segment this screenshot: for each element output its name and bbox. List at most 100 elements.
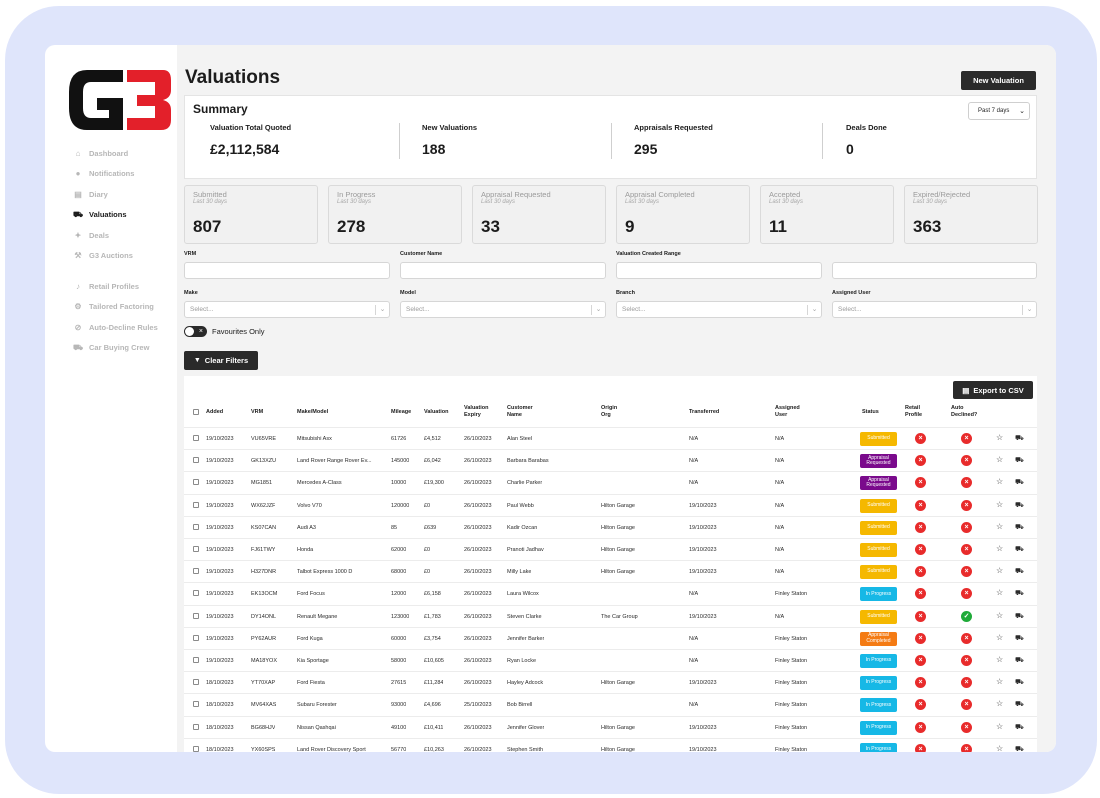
column-header-added[interactable]: Added <box>206 409 224 415</box>
make-select[interactable]: Select... ⌄ <box>184 301 390 318</box>
favourite-star-icon[interactable]: ☆ <box>996 499 1004 509</box>
column-header-valuation[interactable]: Valuation <box>424 409 449 415</box>
new-valuation-button[interactable]: New Valuation <box>961 71 1036 90</box>
car-icon[interactable]: ⛟ <box>1015 457 1024 465</box>
car-icon[interactable]: ⛟ <box>1015 501 1024 509</box>
table-row[interactable]: 19/10/2023 GK13XZU Land Rover Range Rover … <box>184 449 1037 471</box>
stat-card-appraisal-completed[interactable]: Appraisal Completed Last 30 days 9 <box>616 185 750 244</box>
table-row[interactable]: 19/10/2023 PY62AUR Ford Kuga 60000 £3,754 26/… <box>184 626 1037 649</box>
table-row[interactable]: 18/10/2023 MV64XAS Subaru Forester 93000 £4,… <box>184 693 1037 715</box>
period-select[interactable]: Past 7 days ⌄ <box>968 102 1030 120</box>
row-checkbox[interactable] <box>193 523 199 530</box>
branch-select[interactable]: Select... ⌄ <box>616 301 822 318</box>
row-checkbox[interactable] <box>193 501 199 508</box>
stat-card-expired-rejected[interactable]: Expired/Rejected Last 30 days 363 <box>904 185 1038 244</box>
table-row[interactable]: 19/10/2023 H327DNR Talbot Express 1000 D 68… <box>184 560 1037 582</box>
column-header-auto-declined[interactable]: Auto Declined? <box>951 405 978 418</box>
column-header-status[interactable]: Status <box>862 409 879 415</box>
car-icon[interactable]: ⛟ <box>1015 546 1024 553</box>
row-checkbox[interactable] <box>193 745 199 752</box>
column-header-mileage[interactable]: Mileage <box>391 409 412 415</box>
created-range-end-input[interactable] <box>832 262 1037 279</box>
favourite-star-icon[interactable]: ☆ <box>996 433 1004 442</box>
clear-filters-button[interactable]: ▼ Clear Filters <box>184 351 258 370</box>
row-checkbox[interactable] <box>193 546 199 552</box>
sidebar-item-tailored-factoring[interactable]: ⚙ Tailored Factoring <box>57 297 177 318</box>
row-checkbox[interactable] <box>193 479 199 486</box>
column-header-origin-org[interactable]: Origin Org <box>601 405 618 418</box>
favourite-star-icon[interactable]: ☆ <box>996 655 1004 664</box>
table-row[interactable]: 19/10/2023 MA18YOX Kia Sportage 58000 £10,60… <box>184 649 1037 671</box>
created-range-start-input[interactable] <box>616 262 822 279</box>
car-icon[interactable]: ⛟ <box>1015 568 1024 576</box>
car-icon[interactable]: ⛟ <box>1015 657 1024 664</box>
row-checkbox[interactable] <box>193 701 199 708</box>
customer-name-input[interactable] <box>400 262 606 279</box>
column-header-vrm[interactable]: VRM <box>251 409 264 415</box>
favourite-star-icon[interactable]: ☆ <box>996 477 1004 487</box>
favourite-star-icon[interactable]: ☆ <box>996 743 1004 752</box>
row-checkbox[interactable] <box>193 590 199 597</box>
sidebar-item-retail-profiles[interactable]: ♪ Retail Profiles <box>57 276 177 297</box>
table-row[interactable]: 19/10/2023 VU65VRE Mitsubishi Asx 61726 £4,5… <box>184 427 1037 449</box>
sidebar-item-diary[interactable]: ▤ Diary <box>57 184 177 205</box>
table-row[interactable]: 19/10/2023 KS07CAN Audi A3 85 £639 26/10/2023… <box>184 515 1037 538</box>
sidebar-item-auto-decline-rules[interactable]: ⊘ Auto-Decline Rules <box>57 317 177 338</box>
row-checkbox[interactable] <box>193 657 199 663</box>
favourite-star-icon[interactable]: ☆ <box>996 544 1004 553</box>
favourite-star-icon[interactable]: ☆ <box>996 455 1004 465</box>
row-checkbox[interactable] <box>193 612 199 619</box>
column-header-make-model[interactable]: Make/Model <box>297 409 329 415</box>
row-checkbox[interactable] <box>193 723 199 730</box>
car-icon[interactable]: ⛟ <box>1015 612 1024 620</box>
row-checkbox[interactable] <box>193 679 199 686</box>
sidebar-item-notifications[interactable]: ● Notifications <box>57 164 177 185</box>
car-icon[interactable]: ⛟ <box>1015 679 1024 687</box>
table-row[interactable]: 18/10/2023 YT70XAP Ford Fiesta 27615 £11,284… <box>184 671 1037 693</box>
car-icon[interactable]: ⛟ <box>1015 745 1024 752</box>
column-header-customer-name[interactable]: Customer Name <box>507 405 533 418</box>
export-csv-button[interactable]: ▤ Export to CSV <box>953 381 1033 399</box>
car-icon[interactable]: ⛟ <box>1015 479 1024 487</box>
select-all-checkbox[interactable] <box>193 409 199 415</box>
row-checkbox[interactable] <box>193 634 199 641</box>
model-select[interactable]: Select... ⌄ <box>400 301 606 318</box>
column-header-transferred[interactable]: Transferred <box>689 409 720 415</box>
favourite-star-icon[interactable]: ☆ <box>996 699 1004 709</box>
vrm-input[interactable] <box>184 262 390 279</box>
favourite-star-icon[interactable]: ☆ <box>996 588 1004 598</box>
favourite-star-icon[interactable]: ☆ <box>996 521 1004 531</box>
row-checkbox[interactable] <box>193 457 199 464</box>
column-header-retail-profile[interactable]: Retail Profile <box>905 405 923 418</box>
row-checkbox[interactable] <box>193 568 199 575</box>
stat-card-in-progress[interactable]: In Progress Last 30 days 278 <box>328 185 462 244</box>
favourite-star-icon[interactable]: ☆ <box>996 610 1004 620</box>
stat-card-appraisal-requested[interactable]: Appraisal Requested Last 30 days 33 <box>472 185 606 244</box>
column-header-valuation-expiry[interactable]: Valuation Expiry <box>464 405 489 418</box>
favourite-star-icon[interactable]: ☆ <box>996 632 1004 642</box>
g3-logo[interactable] <box>65 62 175 138</box>
favourites-toggle[interactable]: × <box>184 326 207 337</box>
stat-card-submitted[interactable]: Submitted Last 30 days 807 <box>184 185 318 244</box>
car-icon[interactable]: ⛟ <box>1015 701 1024 709</box>
row-checkbox[interactable] <box>193 435 199 441</box>
stat-card-accepted[interactable]: Accepted Last 30 days 11 <box>760 185 894 244</box>
table-row[interactable]: 18/10/2023 YX60SPS Land Rover Discovery Sp… <box>184 737 1037 752</box>
table-row[interactable]: 19/10/2023 MG1851 Mercedes A-Class 10000 £19… <box>184 471 1037 493</box>
favourite-star-icon[interactable]: ☆ <box>996 677 1004 687</box>
car-icon[interactable]: ⛟ <box>1015 435 1024 442</box>
sidebar-item-car-buying-crew[interactable]: ⛟ Car Buying Crew <box>57 338 177 359</box>
sidebar-item-dashboard[interactable]: ⌂ Dashboard <box>57 143 177 164</box>
column-header-assigned-user[interactable]: Assigned User <box>775 405 800 418</box>
car-icon[interactable]: ⛟ <box>1015 634 1024 642</box>
table-row[interactable]: 19/10/2023 FJ61TWY Honda 62000 £0 26/10/2023 P… <box>184 538 1037 560</box>
sidebar-item-valuations[interactable]: ⛟ Valuations <box>57 205 177 226</box>
table-row[interactable]: 19/10/2023 WX62JZF Volvo V70 120000 £0 26/10/… <box>184 493 1037 516</box>
table-row[interactable]: 19/10/2023 EK13OCM Ford Focus 12000 £6,158 26… <box>184 582 1037 604</box>
sidebar-item-g3-auctions[interactable]: ⚒ G3 Auctions <box>57 246 177 267</box>
car-icon[interactable]: ⛟ <box>1015 590 1024 598</box>
car-icon[interactable]: ⛟ <box>1015 723 1024 731</box>
table-row[interactable]: 19/10/2023 DY14ONL Renault Megane 123000 £1,… <box>184 604 1037 627</box>
favourite-star-icon[interactable]: ☆ <box>996 566 1004 576</box>
favourite-star-icon[interactable]: ☆ <box>996 721 1004 731</box>
